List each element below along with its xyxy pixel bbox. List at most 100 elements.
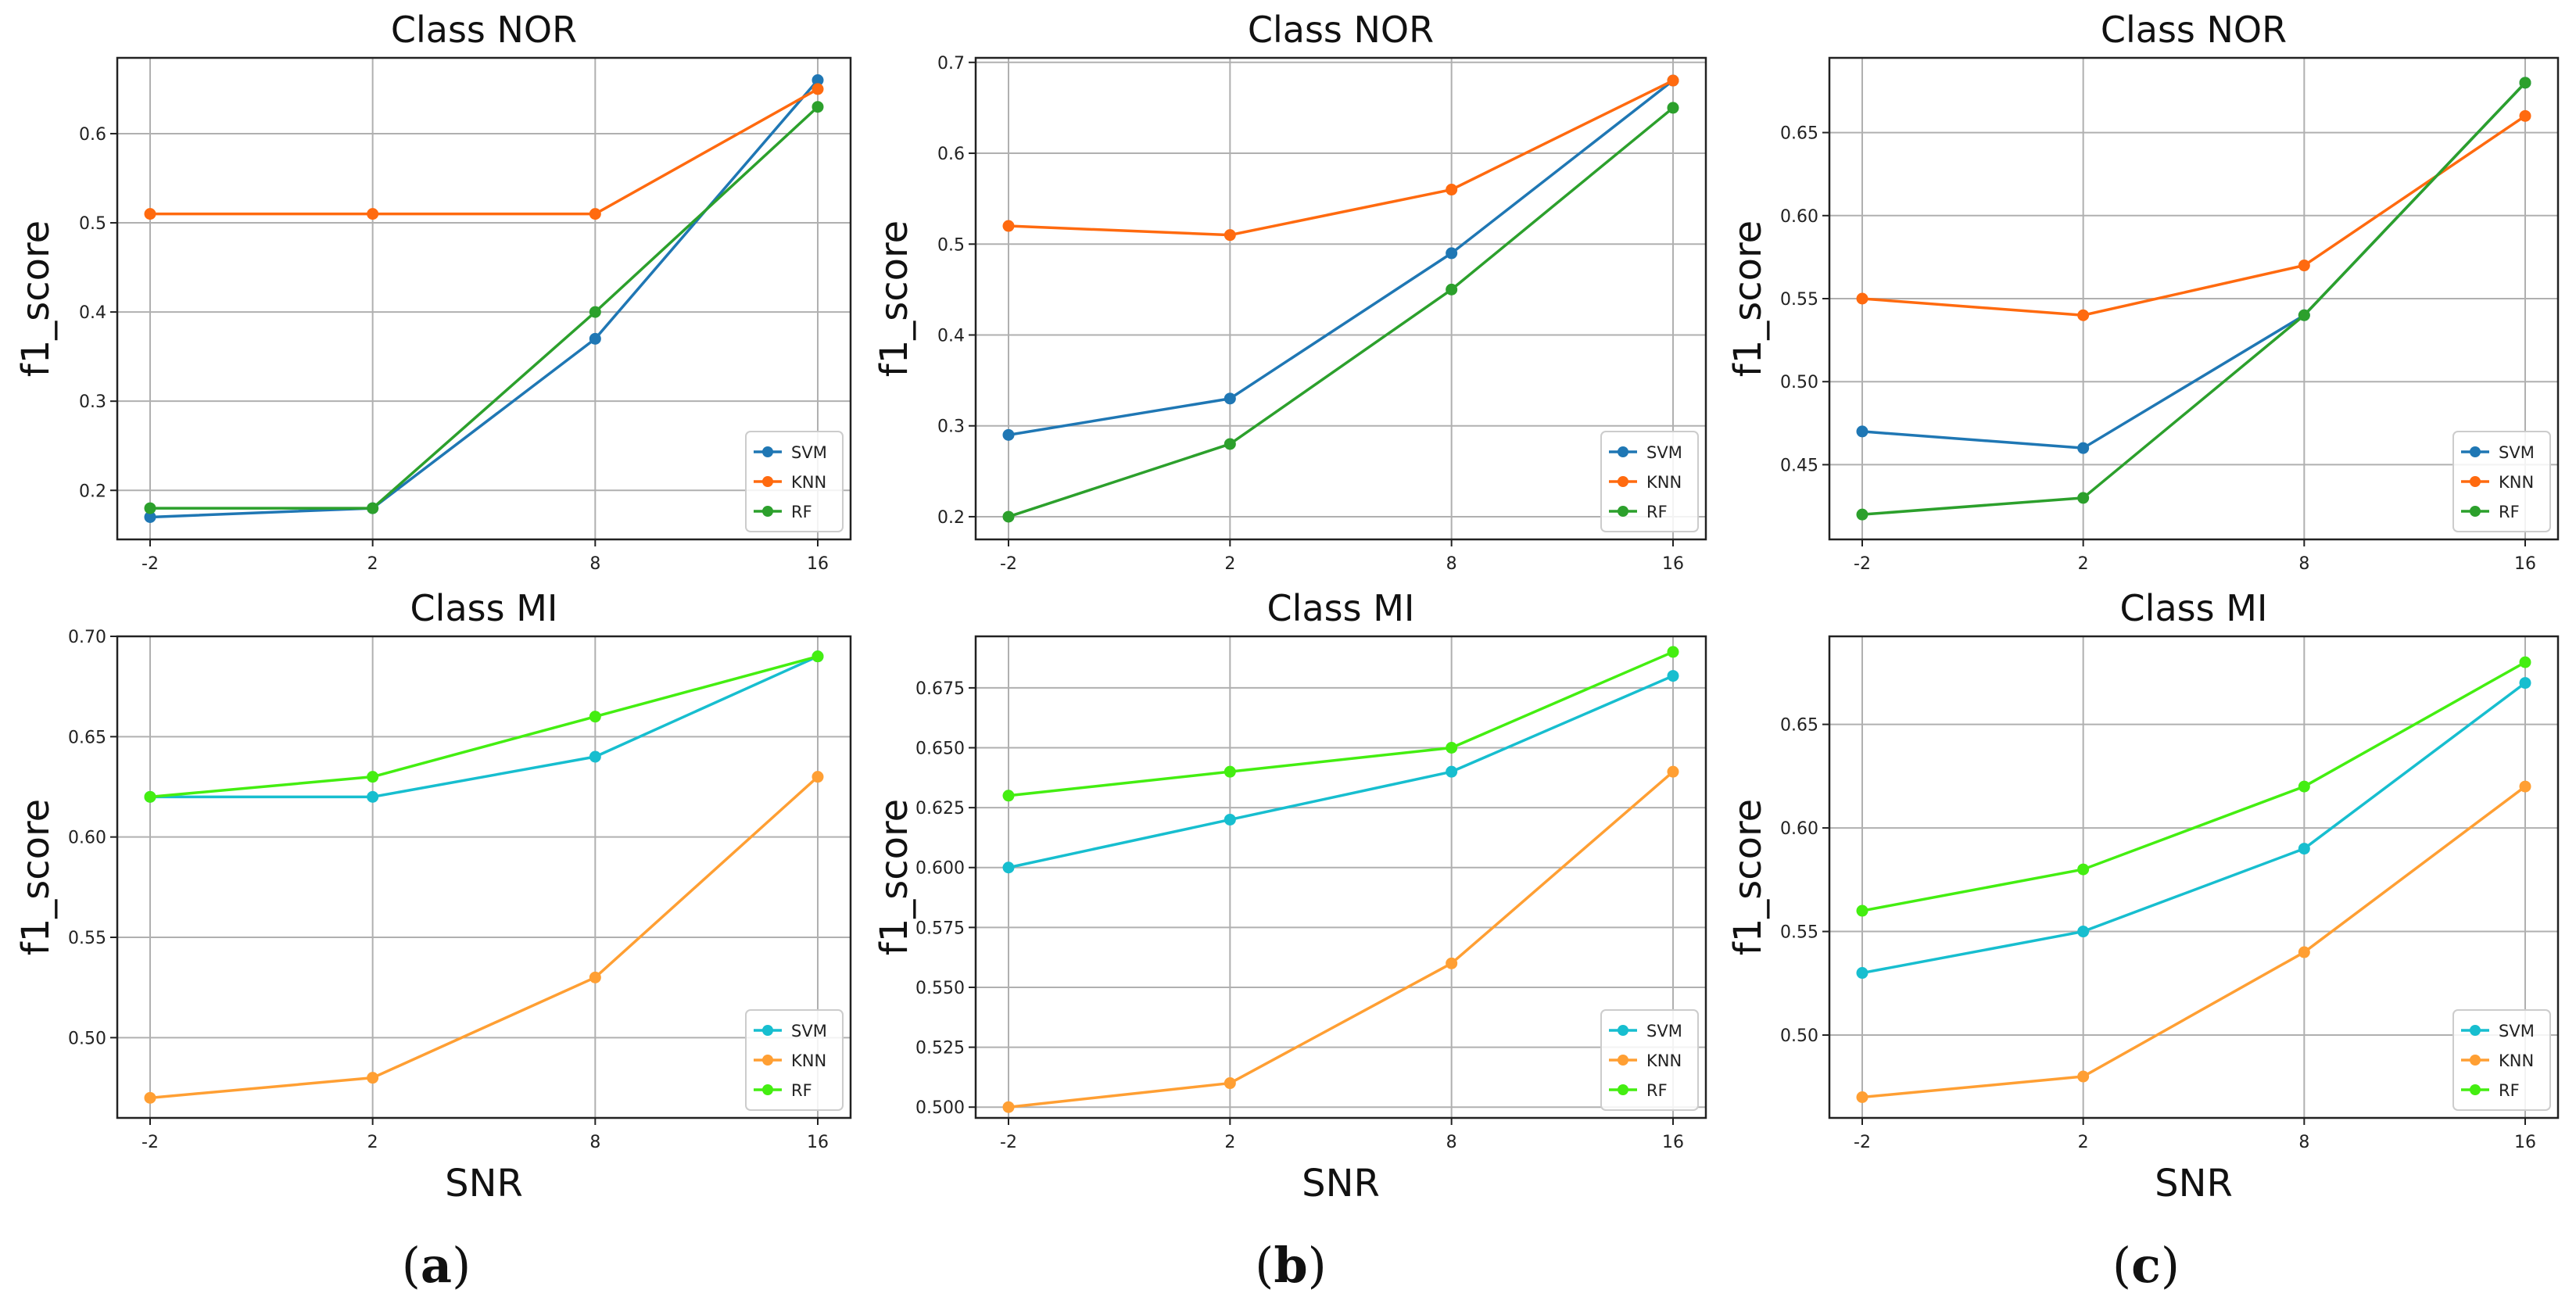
- y-tick-label: 0.65: [1780, 716, 1818, 736]
- legend-swatch-marker: [1618, 446, 1628, 457]
- chart-title: Class MI: [1267, 587, 1415, 629]
- data-point-knn: [1667, 765, 1679, 778]
- x-tick-label: 16: [2514, 1133, 2536, 1152]
- y-tick-label: 0.50: [68, 1029, 106, 1048]
- legend-swatch-marker: [2470, 446, 2481, 457]
- legend-swatch-marker: [1618, 506, 1628, 517]
- data-point-knn: [1856, 292, 1868, 305]
- legend-swatch-marker: [1618, 1055, 1628, 1066]
- legend: SVM KNN RF: [1600, 431, 1699, 532]
- data-point-knn: [367, 208, 379, 220]
- series-line-rf: [1008, 106, 1675, 518]
- legend-label-rf: RF: [791, 1081, 812, 1100]
- data-point-knn: [144, 1091, 156, 1104]
- legend-swatch-marker: [762, 446, 773, 457]
- data-point-rf: [2298, 780, 2310, 793]
- series-line-knn: [1861, 785, 2527, 1099]
- y-tick-label: 0.60: [68, 829, 106, 848]
- legend-label-knn: KNN: [791, 473, 826, 492]
- y-axis-label: f1_score: [1726, 220, 1770, 377]
- y-tick-label: 0.4: [937, 326, 965, 346]
- y-axis-label: f1_score: [872, 799, 916, 955]
- data-point-rf: [811, 101, 824, 113]
- data-point-svm: [1856, 967, 1868, 980]
- data-point-knn: [2519, 109, 2531, 122]
- legend-swatch-marker: [2470, 1025, 2481, 1036]
- data-point-rf: [367, 771, 379, 783]
- series-line-svm: [1861, 682, 2527, 975]
- legend-label-knn: KNN: [1646, 473, 1682, 492]
- legend-label-rf: RF: [791, 503, 812, 521]
- series-line-svm: [1008, 79, 1675, 437]
- x-tick-label: -2: [1000, 1133, 1017, 1152]
- series-line-knn: [1008, 770, 1675, 1109]
- series-line-knn: [1861, 114, 2526, 317]
- legend-swatch-marker: [762, 1084, 773, 1095]
- panel-label-a: (a): [402, 1237, 471, 1294]
- panel-label-c: (c): [2112, 1237, 2180, 1294]
- legend-swatch-marker: [2470, 1055, 2481, 1066]
- y-tick-label: 0.70: [68, 628, 106, 647]
- x-tick-label: 16: [2514, 554, 2536, 574]
- data-point-rf: [589, 711, 601, 723]
- y-tick-label: 0.55: [1780, 923, 1818, 943]
- legend-label-svm: SVM: [2499, 443, 2535, 462]
- chart-3: 0.45 0.50 0.55 0.60 0.65 -2 2 8 16 Class NOR f1_sc…: [1726, 9, 2560, 574]
- y-tick-label: 0.575: [915, 919, 965, 938]
- data-point-rf: [144, 502, 156, 514]
- plot-area: [976, 636, 1706, 1118]
- legend-swatch-marker: [2470, 1084, 2481, 1095]
- legend-label-knn: KNN: [2499, 1051, 2534, 1070]
- plot-area: [117, 636, 851, 1118]
- data-point-svm: [589, 750, 601, 763]
- x-tick-label: -2: [142, 1133, 159, 1152]
- data-point-svm: [367, 790, 379, 803]
- data-point-rf: [1446, 283, 1458, 296]
- data-point-knn: [1224, 229, 1236, 242]
- data-point-svm: [811, 74, 824, 87]
- x-tick-label: -2: [142, 554, 159, 574]
- x-tick-label: 2: [367, 1133, 378, 1152]
- y-tick-label: 0.50: [1780, 1026, 1818, 1046]
- x-axis-label: SNR: [445, 1162, 523, 1205]
- x-axis-label: SNR: [1302, 1162, 1380, 1205]
- x-tick-label: -2: [1854, 1133, 1871, 1152]
- y-tick-label: 0.3: [937, 417, 965, 437]
- x-tick-label: 16: [807, 1133, 829, 1152]
- x-tick-label: 2: [367, 554, 378, 574]
- legend-swatch-marker: [1618, 476, 1628, 487]
- chart-title: Class MI: [410, 587, 558, 629]
- data-point-svm: [2077, 442, 2090, 454]
- series-line-rf: [1008, 650, 1674, 797]
- data-point-svm: [2519, 677, 2531, 690]
- data-point-rf: [1667, 646, 1679, 658]
- series-line-knn: [1008, 79, 1674, 237]
- legend-label-svm: SVM: [1646, 443, 1682, 462]
- data-point-knn: [1002, 220, 1015, 232]
- data-point-svm: [1446, 765, 1458, 778]
- axes-frame: [1828, 635, 2560, 1119]
- series-line-knn: [149, 775, 819, 1100]
- legend-swatch-marker: [762, 476, 773, 487]
- data-point-knn: [2298, 946, 2310, 958]
- y-tick-label: 0.675: [915, 679, 965, 699]
- data-point-knn: [1446, 957, 1458, 969]
- legend: SVM KNN RF: [745, 431, 844, 532]
- x-tick-label: 8: [589, 554, 600, 574]
- y-tick-label: 0.65: [68, 728, 106, 747]
- legend-swatch-marker: [1618, 1025, 1628, 1036]
- panel-label-b: (b): [1255, 1237, 1327, 1294]
- x-tick-label: 2: [1224, 554, 1235, 574]
- chart-title: Class NOR: [2101, 9, 2287, 51]
- y-tick-label: 0.65: [1780, 124, 1818, 144]
- legend-label-knn: KNN: [2499, 473, 2534, 492]
- data-point-knn: [2077, 1070, 2090, 1083]
- axes-frame: [974, 56, 1707, 541]
- chart-6: 0.50 0.55 0.60 0.65 -2 2 8 16 Class MI f1_score SN…: [1726, 587, 2560, 1205]
- x-tick-label: 8: [1446, 554, 1457, 574]
- x-axis-label: SNR: [2155, 1162, 2233, 1205]
- legend-label-rf: RF: [2499, 503, 2520, 521]
- y-tick-label: 0.625: [915, 799, 965, 818]
- data-point-rf: [1224, 438, 1236, 450]
- y-tick-label: 0.550: [915, 979, 965, 998]
